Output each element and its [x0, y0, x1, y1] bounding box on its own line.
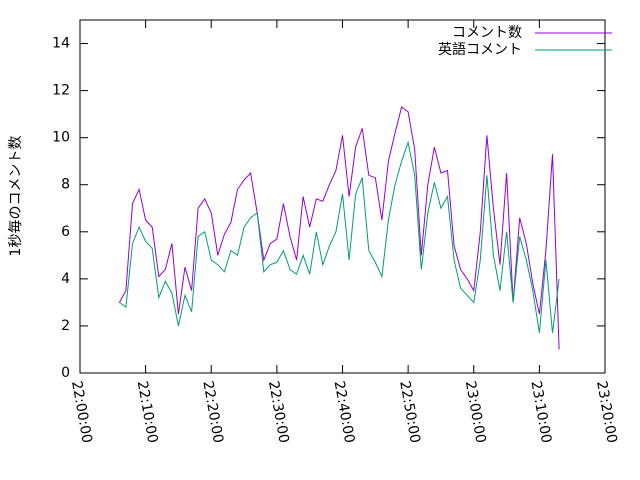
x-tick-label: 22:40:00 — [331, 380, 358, 445]
x-tick-label: 22:50:00 — [396, 380, 423, 445]
y-tick-label: 14 — [52, 36, 70, 52]
y-tick-label: 0 — [61, 365, 70, 381]
y-tick-label: 4 — [61, 271, 70, 287]
y-tick-label: 2 — [61, 318, 70, 334]
x-tick-label: 22:10:00 — [134, 380, 161, 445]
x-tick-label: 23:10:00 — [527, 380, 554, 445]
y-tick-label: 10 — [52, 130, 70, 146]
x-tick-label: 23:00:00 — [462, 380, 489, 445]
legend-label: 英語コメント — [438, 41, 522, 58]
y-tick-label: 8 — [61, 177, 70, 193]
series-line — [119, 140, 560, 334]
x-tick-label: 22:30:00 — [265, 380, 292, 445]
y-axis-label: 1秒毎のコメント数 — [8, 136, 24, 257]
x-tick-label: 23:20:00 — [593, 380, 620, 445]
y-tick-label: 6 — [61, 224, 70, 240]
legend-label: コメント数 — [452, 25, 522, 41]
y-tick-label: 12 — [52, 83, 70, 99]
x-tick-label: 22:00:00 — [68, 380, 95, 445]
x-tick-label: 22:20:00 — [199, 380, 226, 445]
series-line — [118, 106, 560, 350]
